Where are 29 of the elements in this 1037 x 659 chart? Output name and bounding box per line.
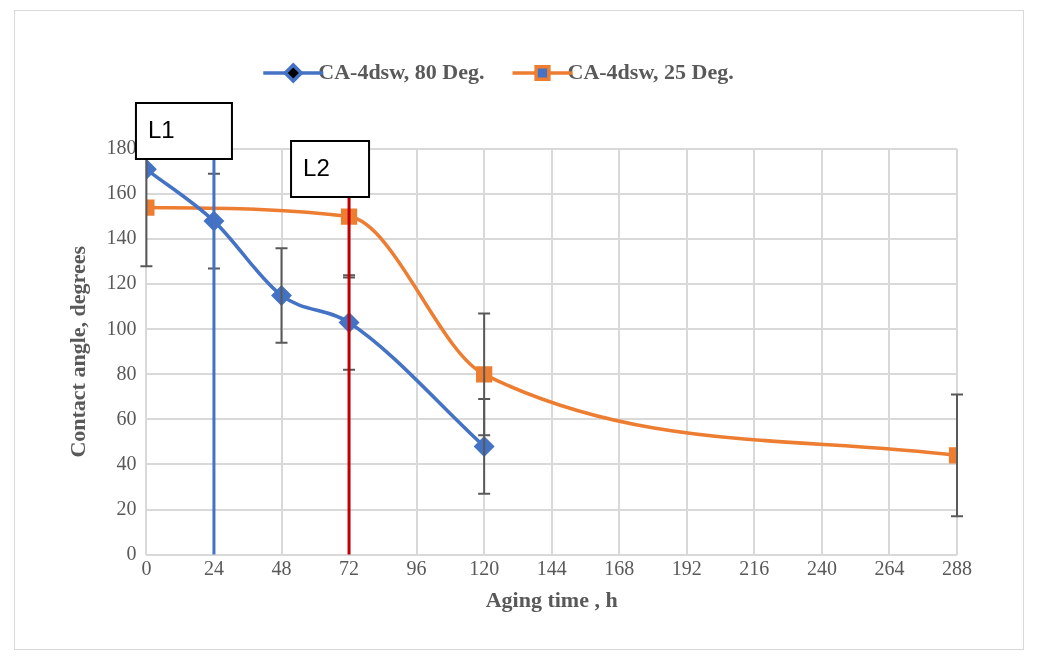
y-tick-label: 120 — [106, 271, 137, 294]
y-tick-label: 180 — [106, 136, 137, 159]
x-tick-label: 216 — [739, 556, 770, 579]
y-tick-label: 140 — [106, 226, 137, 249]
x-tick-label: 288 — [942, 556, 972, 579]
legend-label: CA-4dsw, 80 Deg. — [318, 58, 485, 84]
x-tick-label: 120 — [469, 556, 500, 579]
y-tick-label: 0 — [126, 541, 137, 564]
x-tick-label: 192 — [671, 556, 702, 579]
y-tick-label: 20 — [116, 496, 137, 519]
x-tick-label: 24 — [203, 556, 224, 579]
ref-line-label: L2 — [303, 153, 330, 181]
y-axis-title: Contact angle, degrees — [64, 245, 90, 458]
x-tick-label: 48 — [271, 556, 292, 579]
x-tick-label: 96 — [406, 556, 427, 579]
y-tick-label: 40 — [116, 451, 137, 474]
x-tick-label: 264 — [874, 556, 905, 579]
y-tick-label: 100 — [106, 316, 137, 339]
x-tick-label: 72 — [339, 556, 360, 579]
y-tick-label: 160 — [106, 181, 137, 204]
y-tick-label: 60 — [116, 406, 137, 429]
x-tick-label: 240 — [806, 556, 837, 579]
x-tick-label: 144 — [536, 556, 567, 579]
x-axis-title: Aging time , h — [485, 587, 618, 613]
y-tick-label: 80 — [116, 361, 137, 384]
x-tick-label: 0 — [141, 556, 152, 579]
ref-line-label: L1 — [147, 115, 175, 143]
legend-label: CA-4dsw, 25 Deg. — [567, 58, 734, 84]
x-tick-label: 168 — [604, 556, 635, 579]
